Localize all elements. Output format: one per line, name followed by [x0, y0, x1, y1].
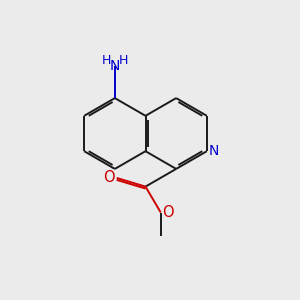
Text: N: N — [208, 144, 219, 158]
Text: N: N — [110, 59, 120, 73]
Text: H: H — [102, 54, 111, 67]
Text: O: O — [103, 170, 114, 185]
Text: H: H — [118, 54, 128, 67]
Text: O: O — [163, 205, 174, 220]
